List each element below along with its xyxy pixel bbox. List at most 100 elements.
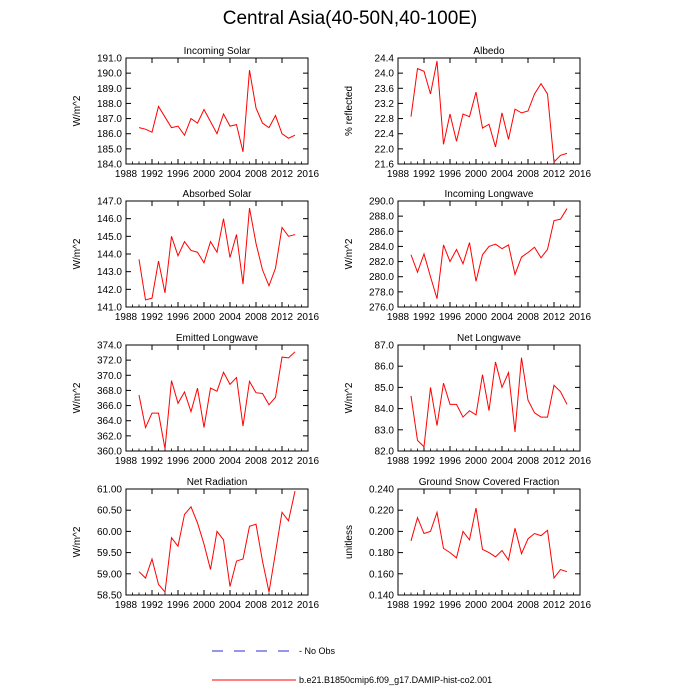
plot-frame bbox=[125, 488, 309, 596]
x-tick-label: 2008 bbox=[245, 312, 268, 323]
x-tick-label: 1996 bbox=[167, 169, 190, 180]
y-tick-label: 187.0 bbox=[97, 114, 122, 125]
y-tick-label: 0.160 bbox=[369, 569, 394, 580]
chart-title: Incoming Solar bbox=[184, 46, 251, 57]
x-tick-label: 2004 bbox=[219, 456, 242, 467]
series-line-0 bbox=[138, 351, 296, 449]
y-tick-label: 278.0 bbox=[369, 287, 394, 298]
y-tick-label: 22.0 bbox=[375, 144, 395, 155]
x-tick-label: 2012 bbox=[271, 169, 294, 180]
y-tick-label: 24.4 bbox=[375, 54, 395, 65]
x-tick-label: 1996 bbox=[167, 312, 190, 323]
x-tick-label: 2012 bbox=[271, 312, 294, 323]
x-tick-label: 1996 bbox=[439, 169, 462, 180]
x-tick-label: 1992 bbox=[413, 169, 436, 180]
y-tick-label: 191.0 bbox=[97, 54, 122, 65]
y-tick-label: 362.0 bbox=[97, 431, 122, 442]
x-tick-label: 2016 bbox=[569, 312, 592, 323]
y-tick-label: 0.140 bbox=[369, 591, 394, 602]
series-line-0 bbox=[410, 357, 568, 448]
y-tick-label: 142.0 bbox=[97, 285, 122, 296]
x-tick-label: 2012 bbox=[271, 600, 294, 611]
x-tick-label: 2012 bbox=[543, 312, 566, 323]
y-tick-label: 374.0 bbox=[97, 341, 122, 352]
y-axis-label: W/m^2 bbox=[72, 238, 83, 269]
series-line-0 bbox=[410, 60, 568, 164]
y-tick-label: 147.0 bbox=[97, 197, 122, 208]
y-tick-label: 280.0 bbox=[369, 272, 394, 283]
x-tick-label: 2004 bbox=[219, 312, 242, 323]
y-tick-label: 290.0 bbox=[369, 197, 394, 208]
x-tick-label: 2004 bbox=[491, 312, 514, 323]
y-tick-label: 22.8 bbox=[375, 114, 395, 125]
x-tick-label: 1988 bbox=[115, 312, 138, 323]
x-tick-label: 2000 bbox=[193, 600, 216, 611]
y-tick-label: 184.0 bbox=[97, 160, 122, 171]
y-tick-label: 188.0 bbox=[97, 99, 122, 110]
y-tick-label: 59.50 bbox=[97, 548, 122, 559]
x-tick-label: 1988 bbox=[115, 456, 138, 467]
chart-title: Net Radiation bbox=[187, 477, 248, 488]
chart-title: Emitted Longwave bbox=[176, 333, 259, 344]
x-tick-label: 2016 bbox=[569, 456, 592, 467]
y-tick-label: 21.6 bbox=[375, 160, 395, 171]
x-tick-label: 1996 bbox=[439, 456, 462, 467]
x-tick-label: 2000 bbox=[193, 169, 216, 180]
plot-frame bbox=[125, 57, 309, 165]
series-line-0 bbox=[410, 208, 568, 299]
chart-title: Albedo bbox=[473, 46, 505, 57]
x-tick-label: 2016 bbox=[569, 169, 592, 180]
x-tick-label: 2004 bbox=[219, 600, 242, 611]
y-tick-label: 144.0 bbox=[97, 250, 122, 261]
x-tick-label: 2008 bbox=[517, 169, 540, 180]
x-tick-label: 2016 bbox=[569, 600, 592, 611]
y-axis-label: W/m^2 bbox=[72, 95, 83, 126]
y-tick-label: 23.6 bbox=[375, 84, 395, 95]
y-tick-label: 185.0 bbox=[97, 144, 122, 155]
x-tick-label: 1996 bbox=[439, 600, 462, 611]
y-tick-label: 87.0 bbox=[375, 341, 395, 352]
chart-panel-1: Albedo % reflected 1988 1992 1996 2000 2004 200… bbox=[344, 46, 592, 180]
x-tick-label: 1988 bbox=[115, 600, 138, 611]
x-tick-label: 2000 bbox=[465, 169, 488, 180]
legend-label-model-run: b.e21.B1850cmip6.f09_g17.DAMIP-hist-co2.… bbox=[299, 675, 492, 685]
page-title: Central Asia(40-50N,40-100E) bbox=[222, 8, 478, 29]
y-tick-label: 0.180 bbox=[369, 548, 394, 559]
y-tick-label: 364.0 bbox=[97, 416, 122, 427]
x-tick-label: 2008 bbox=[245, 600, 268, 611]
y-tick-label: 146.0 bbox=[97, 214, 122, 225]
y-tick-label: 368.0 bbox=[97, 386, 122, 397]
x-tick-label: 2008 bbox=[517, 600, 540, 611]
y-tick-label: 60.00 bbox=[97, 527, 122, 538]
y-tick-label: 23.2 bbox=[375, 99, 395, 110]
y-tick-label: 360.0 bbox=[97, 447, 122, 458]
x-tick-label: 1988 bbox=[115, 169, 138, 180]
y-tick-label: 366.0 bbox=[97, 401, 122, 412]
x-tick-label: 2000 bbox=[193, 312, 216, 323]
y-tick-label: 0.240 bbox=[369, 485, 394, 496]
x-tick-label: 2000 bbox=[465, 456, 488, 467]
y-axis-label: % reflected bbox=[344, 86, 355, 136]
y-tick-label: 145.0 bbox=[97, 232, 122, 243]
y-tick-label: 288.0 bbox=[369, 212, 394, 223]
x-tick-label: 2016 bbox=[297, 169, 320, 180]
x-tick-label: 1992 bbox=[141, 169, 164, 180]
x-tick-label: 2008 bbox=[517, 456, 540, 467]
x-tick-label: 1988 bbox=[387, 312, 410, 323]
y-axis-label: W/m^2 bbox=[72, 526, 83, 557]
y-tick-label: 60.50 bbox=[97, 506, 122, 517]
x-tick-label: 2016 bbox=[297, 456, 320, 467]
x-tick-label: 2016 bbox=[297, 600, 320, 611]
chart-title: Ground Snow Covered Fraction bbox=[419, 477, 560, 488]
chart-title: Absorbed Solar bbox=[183, 189, 253, 200]
x-tick-label: 1992 bbox=[413, 600, 436, 611]
chart-title: Incoming Longwave bbox=[445, 189, 534, 200]
x-tick-label: 2008 bbox=[245, 169, 268, 180]
chart-panel-7: Ground Snow Covered Fraction unitless 1988… bbox=[344, 477, 592, 611]
series-line-0 bbox=[138, 70, 296, 153]
